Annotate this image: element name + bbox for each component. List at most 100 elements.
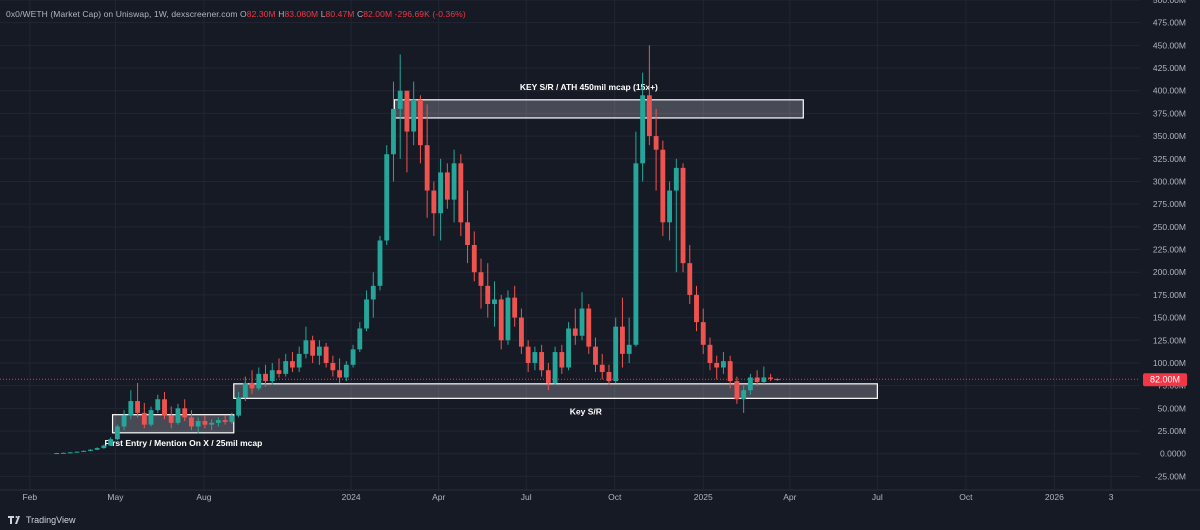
y-tick-label: 200.00M (1153, 267, 1186, 277)
candle-body (108, 439, 114, 446)
high-label: H (278, 9, 285, 19)
candle (761, 366, 767, 384)
candle (337, 358, 343, 383)
y-tick-label: 175.00M (1153, 290, 1186, 300)
candle (290, 352, 295, 373)
candle-body (700, 322, 706, 345)
candle-body (646, 95, 652, 137)
candle-body (626, 344, 632, 354)
candle (370, 272, 376, 318)
tradingview-brand[interactable]: TradingView (8, 515, 76, 525)
candle-body (599, 364, 605, 373)
candle-body (620, 326, 625, 354)
candle (229, 412, 235, 424)
y-tick-label: 425.00M (1153, 63, 1186, 73)
candle (458, 154, 464, 236)
candle-body (269, 370, 275, 382)
candle-body (215, 420, 221, 423)
y-tick-label: -25.00M (1155, 471, 1186, 481)
x-tick-label: Jul (872, 492, 883, 502)
candle (714, 355, 720, 380)
candle-body (209, 422, 215, 425)
candle (559, 344, 565, 374)
candle (417, 95, 423, 164)
candle (572, 308, 578, 345)
last-price-tag: 82.00M (1143, 373, 1187, 387)
candle (61, 452, 66, 454)
candle (653, 108, 659, 191)
candle (566, 322, 571, 371)
candle (404, 90, 410, 173)
candle (552, 346, 558, 385)
annotation-boxes[interactable]: KEY S/R / ATH 450mil mcap (15x+) Key S/R F… (105, 82, 878, 448)
candle (357, 322, 363, 353)
candle (774, 378, 780, 381)
key-sr-box[interactable] (233, 383, 878, 399)
candle (438, 158, 444, 241)
candle (646, 45, 652, 146)
candle-body (189, 417, 194, 427)
candle (135, 382, 140, 418)
low-value: 80.47M (325, 9, 355, 19)
change-value: -296.69K (-0.36%) (394, 9, 466, 19)
x-tick-label: Apr (432, 492, 445, 502)
close-label: C (356, 9, 364, 19)
candle-body (54, 453, 60, 455)
candle (189, 410, 194, 431)
candle-body (310, 340, 316, 356)
candle (492, 281, 497, 327)
candle-body (67, 452, 73, 454)
candle-body (680, 167, 686, 264)
candle (471, 231, 477, 282)
last-price-tag-label: 82.00M (1150, 374, 1180, 384)
y-tick-label: 25.00M (1158, 426, 1186, 436)
candle-body (121, 415, 127, 427)
first-entry-box-label: First Entry / Mention On X / 25mil mcap (105, 438, 263, 448)
candle-body (404, 90, 410, 132)
candle-body (586, 308, 592, 347)
candle (330, 355, 336, 377)
y-tick-label: 450.00M (1153, 40, 1186, 50)
candle-body (417, 99, 423, 146)
x-tick-label: Aug (196, 492, 211, 502)
y-tick-label: 475.00M (1153, 18, 1186, 28)
y-tick-label: 325.00M (1153, 154, 1186, 164)
candle (276, 358, 282, 378)
candle (222, 415, 228, 425)
candle-body (707, 344, 713, 363)
candle-body (734, 381, 740, 400)
x-tick-label: 2024 (342, 492, 361, 502)
ath-resistance-box[interactable] (393, 99, 804, 119)
candle (700, 308, 706, 354)
candle-body (391, 108, 396, 155)
candle (384, 145, 390, 245)
candle (391, 81, 396, 182)
y-tick-label: 100.00M (1153, 358, 1186, 368)
tradingview-label: TradingView (26, 515, 76, 525)
candle-body (256, 373, 262, 389)
y-tick-label: 275.00M (1153, 199, 1186, 209)
candle-body (539, 352, 545, 371)
candle-body (370, 285, 376, 300)
candle-body (61, 452, 66, 454)
time-axis[interactable]: Feb May Aug 2024 Apr Jul Oct 2025 Apr Jul Oct 2026 3 (0, 489, 1200, 502)
candle (67, 452, 73, 454)
candle-body (88, 449, 93, 451)
candle (754, 370, 760, 386)
candle-body (613, 326, 619, 382)
candle-body (471, 245, 477, 273)
candle-body (640, 95, 646, 164)
candle (768, 373, 774, 382)
candle (532, 346, 538, 371)
candle (175, 403, 181, 425)
candle-body (667, 190, 672, 223)
symbol-legend[interactable]: 0x0/WETH (Market Cap) on Uniswap, 1W, de… (6, 9, 466, 19)
grid-lines (0, 0, 1140, 490)
candle (667, 181, 672, 241)
candle (296, 346, 302, 373)
x-tick-label: 3 (1109, 492, 1114, 502)
candle (707, 337, 713, 371)
candle (128, 390, 134, 420)
candle-body (492, 299, 497, 304)
